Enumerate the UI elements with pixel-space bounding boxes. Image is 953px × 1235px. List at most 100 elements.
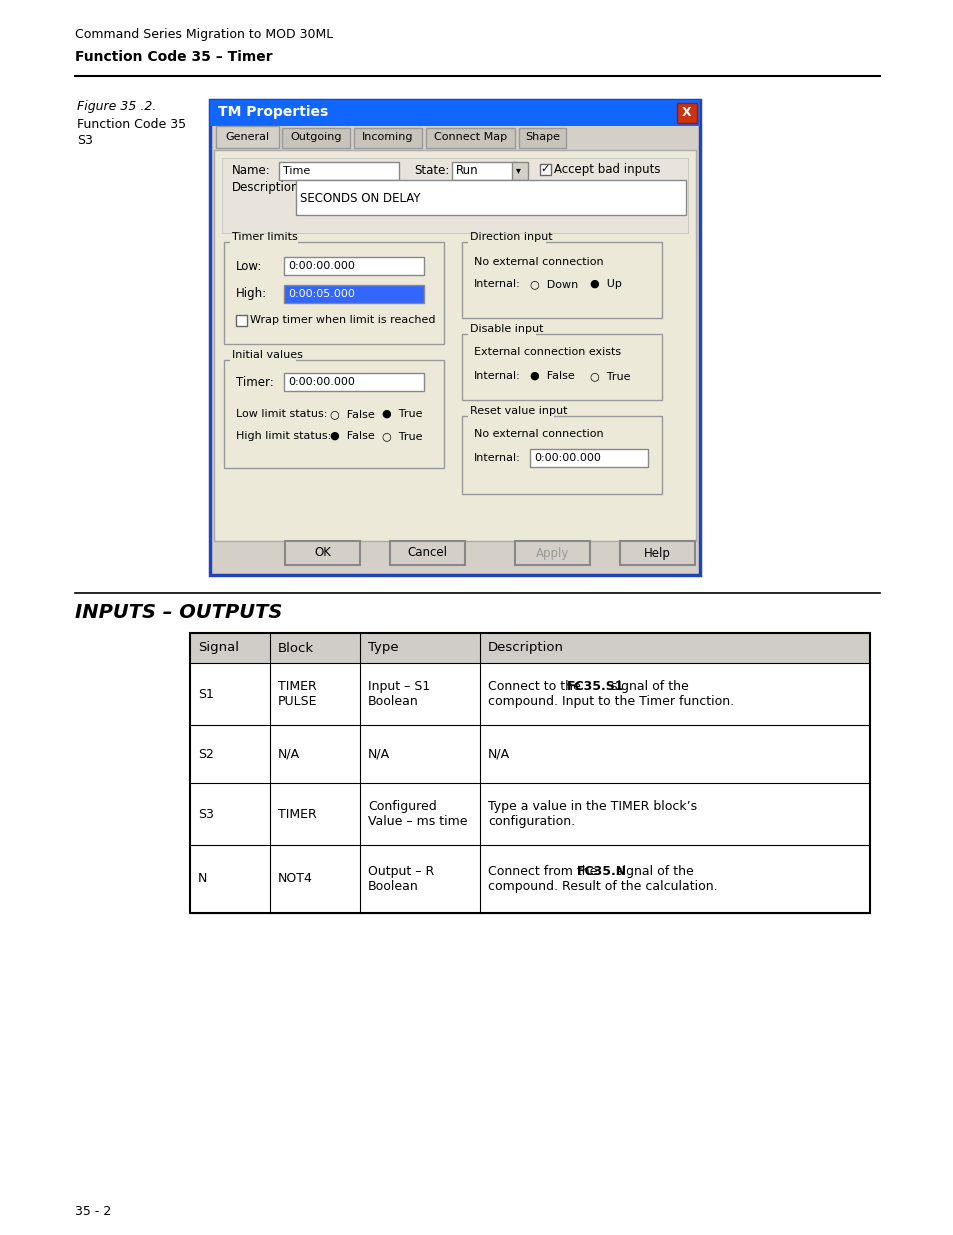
Text: ○  False: ○ False <box>330 409 375 419</box>
Text: 0:00:00.000: 0:00:00.000 <box>288 261 355 270</box>
Text: Input – S1: Input – S1 <box>368 680 430 693</box>
Text: N/A: N/A <box>277 747 300 761</box>
Text: No external connection: No external connection <box>474 429 603 438</box>
Text: Connect Map: Connect Map <box>434 132 507 142</box>
Text: configuration.: configuration. <box>488 815 575 827</box>
Text: compound. Input to the Timer function.: compound. Input to the Timer function. <box>488 695 734 708</box>
Text: External connection exists: External connection exists <box>474 347 620 357</box>
Bar <box>284 285 423 303</box>
Text: No external connection: No external connection <box>474 257 603 267</box>
Text: Boolean: Boolean <box>368 881 418 893</box>
Bar <box>235 315 247 326</box>
Bar <box>278 162 398 180</box>
Text: ●  True: ● True <box>381 409 422 419</box>
Text: State:: State: <box>414 163 449 177</box>
Text: FC35.S1: FC35.S1 <box>566 680 623 693</box>
Text: Internal:: Internal: <box>474 453 520 463</box>
Text: Description:: Description: <box>232 182 303 194</box>
Bar <box>539 164 551 175</box>
Text: INPUTS – OUTPUTS: INPUTS – OUTPUTS <box>75 603 282 622</box>
Text: NOT4: NOT4 <box>277 872 313 885</box>
Bar <box>215 126 278 148</box>
Bar <box>530 450 647 467</box>
Text: signal of the: signal of the <box>612 864 693 878</box>
Text: Run: Run <box>456 163 478 177</box>
Bar <box>518 128 565 148</box>
Text: Function Code 35 – Timer: Function Code 35 – Timer <box>75 49 273 64</box>
Text: X: X <box>681 105 691 119</box>
Bar <box>190 634 869 913</box>
Text: Type a value in the TIMER block’s: Type a value in the TIMER block’s <box>488 800 697 813</box>
Text: OK: OK <box>314 547 331 559</box>
Text: Incoming: Incoming <box>362 132 414 142</box>
Text: S1: S1 <box>198 688 213 700</box>
Text: Cancel: Cancel <box>407 547 447 559</box>
Text: Output – R: Output – R <box>368 864 434 878</box>
Text: Signal: Signal <box>198 641 239 655</box>
Text: Direction input: Direction input <box>470 232 552 242</box>
Text: Low limit status:: Low limit status: <box>235 409 327 419</box>
Text: ▾: ▾ <box>515 165 520 175</box>
Bar <box>468 415 554 425</box>
Text: Command Series Migration to MOD 30ML: Command Series Migration to MOD 30ML <box>75 28 333 41</box>
Text: Timer limits: Timer limits <box>232 232 297 242</box>
Text: High limit status:: High limit status: <box>235 431 331 441</box>
Bar <box>230 241 297 251</box>
Text: 0:00:00.000: 0:00:00.000 <box>288 377 355 387</box>
Text: compound. Result of the calculation.: compound. Result of the calculation. <box>488 881 717 893</box>
Text: Reset value input: Reset value input <box>470 406 567 416</box>
Text: ●  Up: ● Up <box>589 279 621 289</box>
Text: Boolean: Boolean <box>368 695 418 708</box>
Bar <box>390 541 464 564</box>
Text: PULSE: PULSE <box>277 695 317 708</box>
Text: Accept bad inputs: Accept bad inputs <box>554 163 659 177</box>
Text: N/A: N/A <box>368 747 390 761</box>
Bar <box>461 242 661 317</box>
Text: Type: Type <box>368 641 398 655</box>
Bar <box>426 128 515 148</box>
Bar <box>210 100 700 126</box>
Text: High:: High: <box>235 288 267 300</box>
Text: Function Code 35: Function Code 35 <box>77 119 186 131</box>
Bar <box>295 180 685 215</box>
Text: S2: S2 <box>198 747 213 761</box>
Text: TIMER: TIMER <box>277 680 316 693</box>
Text: 0:00:00.000: 0:00:00.000 <box>534 453 600 463</box>
Text: Outgoing: Outgoing <box>290 132 341 142</box>
Bar <box>190 634 869 663</box>
Text: Initial values: Initial values <box>232 350 302 359</box>
Text: Name:: Name: <box>232 163 271 177</box>
Text: 35 - 2: 35 - 2 <box>75 1205 112 1218</box>
Text: ○  Down: ○ Down <box>530 279 578 289</box>
Text: Wrap timer when limit is reached: Wrap timer when limit is reached <box>250 315 435 325</box>
Text: S3: S3 <box>198 808 213 820</box>
Text: Time: Time <box>283 165 310 177</box>
Bar <box>619 541 695 564</box>
Bar <box>190 663 869 725</box>
Text: ●  False: ● False <box>530 370 574 382</box>
Bar <box>284 257 423 275</box>
Text: S3: S3 <box>77 135 92 147</box>
Bar <box>230 359 295 369</box>
Text: Internal:: Internal: <box>474 279 520 289</box>
Text: Apply: Apply <box>536 547 569 559</box>
Bar <box>677 103 697 124</box>
Text: 0:00:05.000: 0:00:05.000 <box>288 289 355 299</box>
Bar <box>222 158 687 233</box>
Text: General: General <box>225 132 270 142</box>
Text: Configured: Configured <box>368 800 436 813</box>
Text: FC35.N: FC35.N <box>577 864 627 878</box>
Text: Value – ms time: Value – ms time <box>368 815 467 827</box>
Text: Connect to the: Connect to the <box>488 680 584 693</box>
Bar <box>354 128 421 148</box>
Bar <box>512 162 527 180</box>
Bar <box>210 100 700 576</box>
Text: Description: Description <box>488 641 563 655</box>
Text: Disable input: Disable input <box>470 324 543 333</box>
Text: Shape: Shape <box>524 132 559 142</box>
Text: SECONDS ON DELAY: SECONDS ON DELAY <box>299 191 420 205</box>
Bar <box>190 783 869 845</box>
Text: ✓: ✓ <box>539 164 549 174</box>
Text: Connect from the: Connect from the <box>488 864 600 878</box>
Bar <box>461 333 661 400</box>
